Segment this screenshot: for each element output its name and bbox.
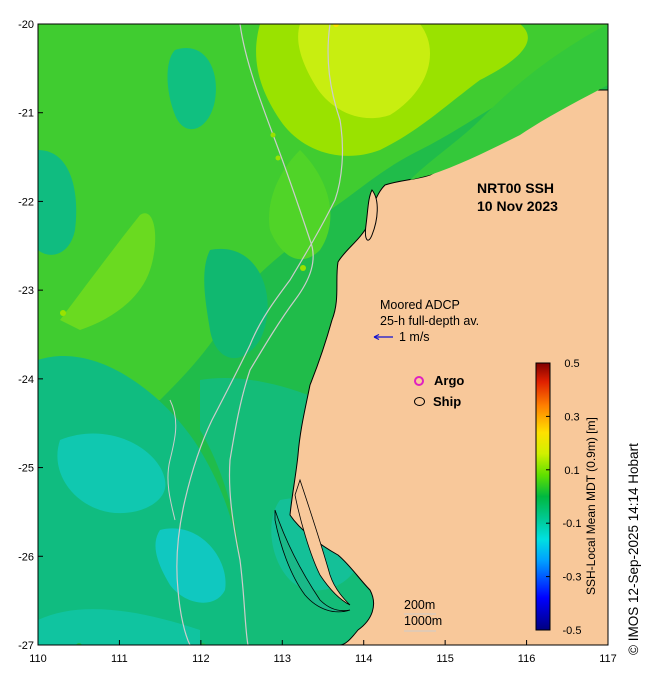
y-tick-label: -20 bbox=[18, 19, 34, 31]
ship-label: Ship bbox=[433, 394, 462, 409]
y-tick-label: -21 bbox=[18, 108, 34, 120]
y-tick-label: -23 bbox=[18, 285, 34, 297]
colorbar bbox=[535, 362, 551, 631]
isobath-legend: 200m 1000m bbox=[404, 597, 442, 629]
isobath-label-200: 200m bbox=[404, 598, 436, 612]
adcp-label-line2: 25-h full-depth av. bbox=[380, 314, 480, 328]
colorbar-ticks: 0.5 0.3 0.1 -0.1 -0.3 -0.5 bbox=[546, 358, 581, 637]
ship-marker-icon bbox=[414, 397, 425, 406]
x-tick-label: 116 bbox=[518, 653, 536, 665]
map-title-line2: 10 Nov 2023 bbox=[477, 198, 558, 214]
adcp-label-line1: Moored ADCP bbox=[380, 298, 460, 312]
adcp-scale-arrow bbox=[373, 333, 393, 341]
isobath-label-1000: 1000m bbox=[404, 614, 443, 628]
y-axis: -20 -21 -22 -23 -24 -25 -26 -27 bbox=[18, 19, 43, 652]
y-tick-label: -27 bbox=[18, 640, 34, 652]
y-tick-label: -24 bbox=[18, 374, 34, 386]
argo-label: Argo bbox=[434, 373, 465, 388]
x-tick-label: 114 bbox=[355, 653, 373, 665]
x-tick-label: 115 bbox=[436, 653, 454, 665]
x-tick-label: 112 bbox=[192, 653, 210, 665]
colorbar-label: SSH-Local Mean MDT (0.9m) [m] bbox=[584, 417, 598, 595]
x-tick-label: 110 bbox=[29, 653, 47, 665]
adcp-label: Moored ADCP 25-h full-depth av. bbox=[380, 297, 479, 329]
legend-argo: Argo bbox=[414, 373, 464, 388]
x-tick-label: 111 bbox=[111, 653, 128, 665]
x-axis: 110 111 112 113 114 115 116 117 bbox=[29, 640, 617, 665]
map-title: NRT00 SSH 10 Nov 2023 bbox=[477, 179, 558, 215]
colorbar-tick-label: -0.5 bbox=[563, 625, 582, 637]
ssh-field bbox=[38, 24, 608, 645]
x-tick-label: 117 bbox=[599, 653, 617, 665]
colorbar-tick-label: -0.1 bbox=[563, 518, 582, 530]
legend-ship: Ship bbox=[414, 394, 461, 409]
colorbar-tick-label: 0.5 bbox=[564, 358, 579, 370]
y-tick-label: -22 bbox=[18, 196, 34, 208]
adcp-scale-label: 1 m/s bbox=[399, 330, 430, 344]
x-tick-label: 113 bbox=[274, 653, 292, 665]
colorbar-tick-label: -0.3 bbox=[563, 572, 582, 584]
colorbar-tick-label: 0.3 bbox=[564, 411, 579, 423]
y-tick-label: -25 bbox=[18, 463, 34, 475]
adcp-scale: 1 m/s bbox=[399, 330, 430, 344]
argo-marker-icon bbox=[414, 375, 424, 386]
y-tick-label: -26 bbox=[18, 551, 34, 563]
colorbar-tick-label: 0.1 bbox=[564, 465, 579, 477]
credit-text: © IMOS 12-Sep-2025 14:14 Hobart bbox=[626, 443, 641, 655]
map-title-line1: NRT00 SSH bbox=[477, 180, 555, 196]
